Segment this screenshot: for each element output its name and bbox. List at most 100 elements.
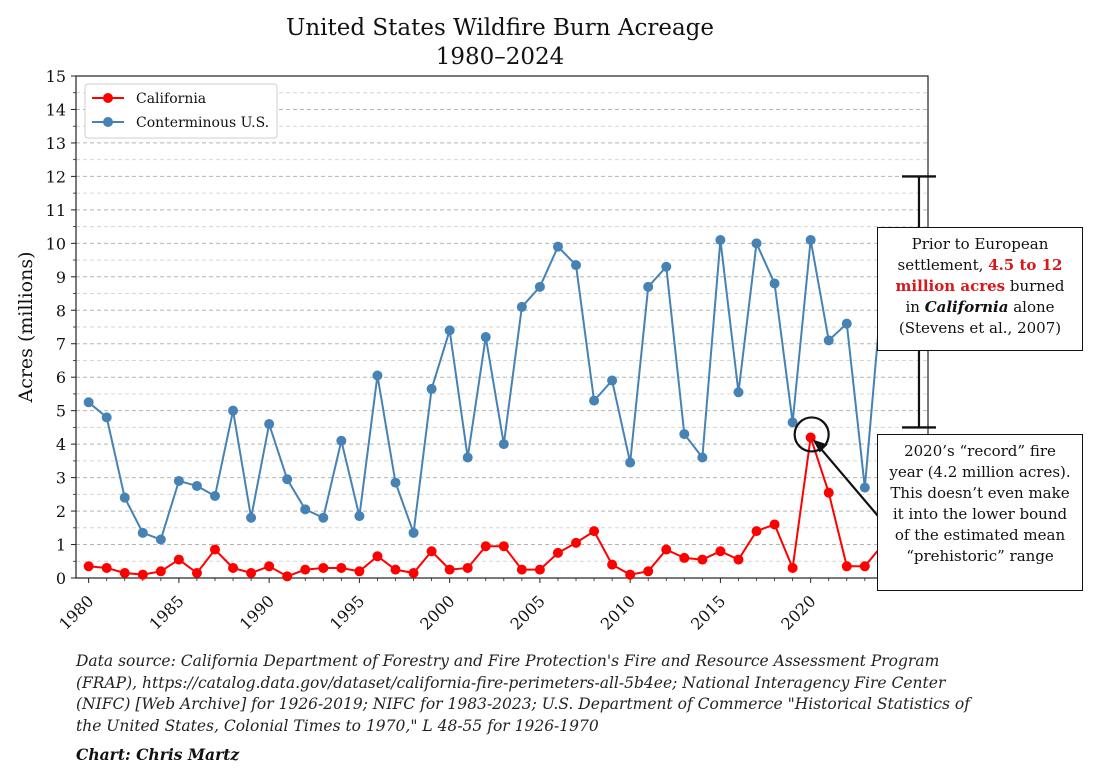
california-point	[480, 541, 491, 552]
annotation-arrow	[813, 440, 879, 517]
california-point	[246, 567, 257, 578]
conterminous-u-s-point	[137, 527, 148, 538]
y-tick-label: 7	[56, 335, 66, 354]
california-point	[751, 526, 762, 537]
conterminous-u-s-point	[625, 457, 636, 468]
conterminous-u-s-point	[408, 527, 419, 538]
conterminous-u-s-point	[679, 429, 690, 440]
y-tick-label: 12	[46, 167, 66, 186]
california-point	[119, 567, 130, 578]
california-point	[552, 547, 563, 558]
conterminous-u-s-point	[336, 435, 347, 446]
california-point	[516, 564, 527, 575]
note-california: California	[924, 298, 1009, 316]
conterminous-u-s-point	[534, 281, 545, 292]
conterminous-u-s-point	[859, 482, 870, 493]
california-point	[643, 566, 654, 577]
note-range-highlight: 4.5 to 12 million acres	[895, 256, 1063, 295]
grid-lines	[76, 92, 928, 562]
x-tick-label: 1995	[326, 591, 368, 633]
california-point	[282, 571, 293, 582]
conterminous-u-s-point	[444, 325, 455, 336]
axes	[71, 75, 929, 583]
california-point	[191, 567, 202, 578]
y-tick-label: 2	[56, 502, 66, 521]
conterminous-u-s-point	[372, 370, 383, 381]
conterminous-u-s-point	[83, 397, 94, 408]
california-point	[101, 562, 112, 573]
california-point	[769, 519, 780, 530]
california-point	[444, 564, 455, 575]
x-tick-label: 2015	[687, 591, 729, 633]
legend-label: Conterminous U.S.	[136, 115, 269, 131]
y-axis-label: Acres (millions)	[15, 251, 37, 403]
california-line	[88, 437, 884, 578]
conterminous-u-s-point	[101, 412, 112, 423]
conterminous-u-s-point	[571, 260, 582, 271]
conterminous-u-s-point	[155, 534, 166, 545]
california-point	[155, 566, 166, 577]
y-tick-label: 9	[56, 268, 66, 287]
california-point	[715, 546, 726, 557]
california-point	[679, 552, 690, 563]
x-tick-label: 1985	[145, 591, 187, 633]
conterminous-u-s-point	[354, 511, 365, 522]
conterminous-u-s-point	[715, 234, 726, 245]
x-tick-label: 2005	[507, 591, 549, 633]
legend-marker	[103, 93, 113, 103]
conterminous-u-s-point	[228, 405, 239, 416]
conterminous-u-s-point	[589, 395, 600, 406]
legend-label: California	[136, 91, 206, 107]
note-text-3: alone (Stevens et al., 2007)	[898, 298, 1062, 337]
x-tick-label: 1980	[55, 591, 97, 633]
y-tick-label: 1	[56, 536, 66, 555]
california-point	[589, 526, 600, 537]
y-tick-label: 0	[56, 569, 66, 588]
conterminous-u-s-point	[318, 512, 329, 523]
note-text-2: burned in	[905, 277, 1065, 316]
conterminous-u-s-point	[661, 261, 672, 272]
conterminous-u-s-point	[390, 477, 401, 488]
california-point	[426, 546, 437, 557]
y-tick-label: 4	[56, 435, 66, 454]
conterminous-u-s-point	[823, 335, 834, 346]
y-tick-label: 6	[56, 368, 66, 387]
california-point	[733, 554, 744, 565]
california-point	[228, 562, 239, 573]
data-source-note: Data source: California Department of Fo…	[76, 652, 970, 735]
prehistoric-range-note: Prior to European settlement, 4.5 to 12 …	[877, 227, 1083, 351]
california-point	[841, 561, 852, 572]
california-point	[571, 537, 582, 548]
x-tick-label: 1990	[236, 591, 278, 633]
note-text-1: Prior to European settlement,	[897, 235, 1049, 274]
y-tick-label: 15	[46, 67, 66, 86]
conterminous-u-s-point	[552, 241, 563, 252]
conterminous-u-s-point	[769, 278, 780, 289]
conterminous-u-s-point	[697, 452, 708, 463]
conterminous-u-s-point	[787, 417, 798, 428]
conterminous-u-s-point	[246, 512, 257, 523]
conterminous-u-s-point	[209, 491, 220, 502]
x-tick-label: 2010	[597, 591, 639, 633]
conterminous-u-s-point	[426, 383, 437, 394]
california-point	[318, 562, 329, 573]
series-lines	[83, 234, 888, 582]
california-point	[859, 561, 870, 572]
california-point	[300, 564, 311, 575]
conterminous-u-s-point	[733, 387, 744, 398]
legend: California Conterminous U.S.	[84, 83, 278, 139]
conterminous-u-s-point	[282, 474, 293, 485]
california-point	[408, 567, 419, 578]
california-point	[264, 561, 275, 572]
conterminous-u-s-point	[516, 301, 527, 312]
california-point	[209, 544, 220, 555]
california-point	[336, 562, 347, 573]
conterminous-u-s-point	[191, 480, 202, 491]
record-year-note: 2020’s “record” fire year (4.2 million a…	[877, 434, 1083, 591]
conterminous-u-s-point	[480, 332, 491, 343]
california-point	[173, 554, 184, 565]
california-point	[697, 554, 708, 565]
y-tick-label: 10	[46, 234, 66, 253]
